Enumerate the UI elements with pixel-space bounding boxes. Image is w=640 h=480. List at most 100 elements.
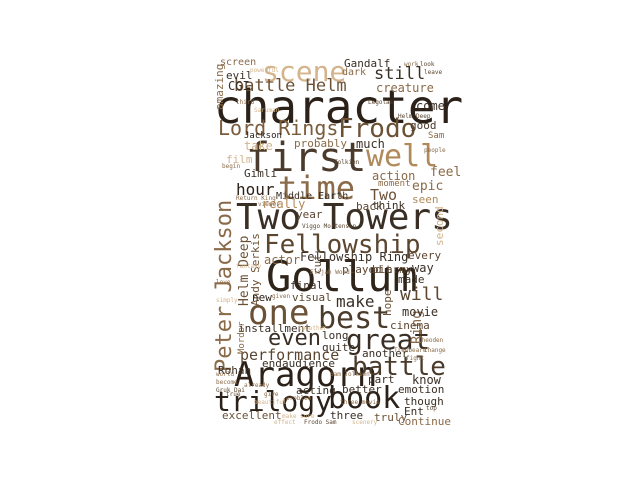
word-fellowship: Fellowship — [264, 230, 421, 260]
word-hope: hope — [381, 289, 394, 317]
word-change: change — [424, 347, 446, 354]
word-really: really — [262, 197, 306, 211]
word-will: will — [400, 284, 444, 305]
word-acting: acting — [296, 384, 336, 397]
word-people: people — [424, 147, 446, 154]
word-given: given — [272, 293, 291, 300]
word-book: book — [328, 381, 401, 416]
word-beautiful: beautiful — [254, 399, 287, 406]
word-begin: begin — [222, 163, 241, 170]
word-love: love — [216, 279, 231, 286]
word-way: way — [412, 261, 434, 275]
word-long: long — [322, 329, 349, 342]
word-installment: installment — [238, 322, 311, 335]
word-first: first — [246, 135, 367, 181]
word-viewer: viewer — [258, 201, 280, 208]
word-mordor: Mordor — [237, 321, 247, 354]
word-great: great — [346, 323, 431, 356]
word-bit: bit — [372, 263, 392, 276]
word-movie: movie — [402, 305, 439, 319]
word-though: though — [404, 395, 444, 408]
word-hour: hour — [236, 180, 275, 199]
word-back: back — [356, 200, 383, 213]
word-ent: Ent — [404, 405, 424, 418]
word-time: time — [278, 169, 356, 207]
word-character: character — [214, 80, 464, 134]
word-third: third — [236, 99, 255, 106]
word-new: new — [252, 291, 272, 304]
word-quite: quite — [322, 341, 356, 354]
word-action: action — [372, 169, 416, 183]
word-battle-helm: battle Helm — [234, 76, 347, 96]
word-fellowship-ring: Fellowship Ring — [300, 250, 409, 264]
word-treebeard: Treebeard — [394, 347, 427, 354]
word-sam: Sam — [428, 131, 445, 141]
word-final: final — [290, 279, 324, 292]
word-three: three — [330, 409, 364, 422]
word-tolkien: Tolkien — [334, 159, 360, 166]
word-take: take — [244, 139, 273, 153]
word-end: end — [262, 357, 282, 370]
word-dark: dark — [342, 67, 367, 78]
word-army: army — [386, 263, 413, 276]
word-excellent: excellent — [222, 409, 282, 422]
word-even: even — [268, 326, 321, 351]
word-battle: battle — [352, 352, 446, 382]
word-well: well — [366, 139, 439, 174]
word-jackson: Jackson — [244, 131, 282, 141]
word-audience: audience — [282, 357, 335, 370]
word-visual: visual — [292, 291, 332, 304]
word-lord-rings: Lord Rings — [218, 116, 339, 140]
word-top: top — [426, 405, 437, 412]
word-still: still — [374, 64, 426, 84]
word-every: every — [408, 249, 442, 262]
word-one: one — [248, 293, 310, 333]
word-performance: performance — [240, 346, 340, 364]
word-played: played — [342, 263, 382, 276]
word-fight: fight — [406, 355, 425, 362]
word-gimli: Gimli — [244, 167, 278, 180]
word-leave: leave — [424, 69, 443, 76]
word-theoden: Theoden — [418, 337, 444, 344]
word-moment: moment — [378, 179, 411, 189]
word-cinema: cinema — [390, 319, 430, 332]
word-scenery: scenery — [352, 419, 378, 426]
word-together: together — [298, 325, 327, 332]
word-rohan: Rohan — [218, 364, 252, 377]
word-true: true — [226, 391, 241, 398]
word-helm-deep-small: Helm Deep — [398, 113, 431, 120]
word-become: become — [216, 379, 238, 386]
word-continue: Continue — [398, 415, 451, 428]
word-sam-tolkien: Sam Tolkien — [330, 371, 370, 378]
word-frodo: Frodo — [338, 114, 417, 144]
word-evil: evil — [226, 69, 253, 82]
word-scene: scene — [262, 55, 347, 88]
word-creature: creature — [376, 81, 434, 95]
word-truly: truly — [374, 411, 408, 424]
word-actor: actor — [264, 253, 301, 267]
word-look: look — [420, 61, 435, 68]
word-film: film — [226, 153, 253, 166]
word-gruk-dai: Gruk Dai — [216, 387, 245, 394]
word-seen: seen — [412, 193, 439, 206]
word-give: give — [264, 391, 279, 398]
word-probably: probably — [294, 137, 347, 150]
word-fantasy: fantasy — [236, 263, 262, 270]
word-year: year — [296, 208, 323, 221]
word-effect: effect — [274, 419, 296, 426]
word-gollum: Gollum — [266, 252, 418, 301]
word-emotion: emotion — [398, 383, 445, 396]
word-three-movie: three movie — [340, 399, 380, 406]
word-viggo-mortensen: Viggo Mortensen — [302, 223, 357, 230]
word-frodo-sam: Frodo Sam — [304, 419, 337, 426]
word-better: better — [342, 383, 382, 396]
word-aragorn: Aragorn — [234, 355, 378, 395]
word-much: much — [356, 137, 385, 151]
word-trilogy: trilogy — [214, 385, 333, 418]
word-cgi: CGI — [228, 79, 250, 93]
word-made: made — [398, 273, 425, 286]
word-come: come — [416, 99, 445, 113]
word-legolas: Legolas — [368, 99, 394, 106]
word-epic: epic — [412, 179, 444, 194]
word-problem: problem — [286, 395, 312, 402]
